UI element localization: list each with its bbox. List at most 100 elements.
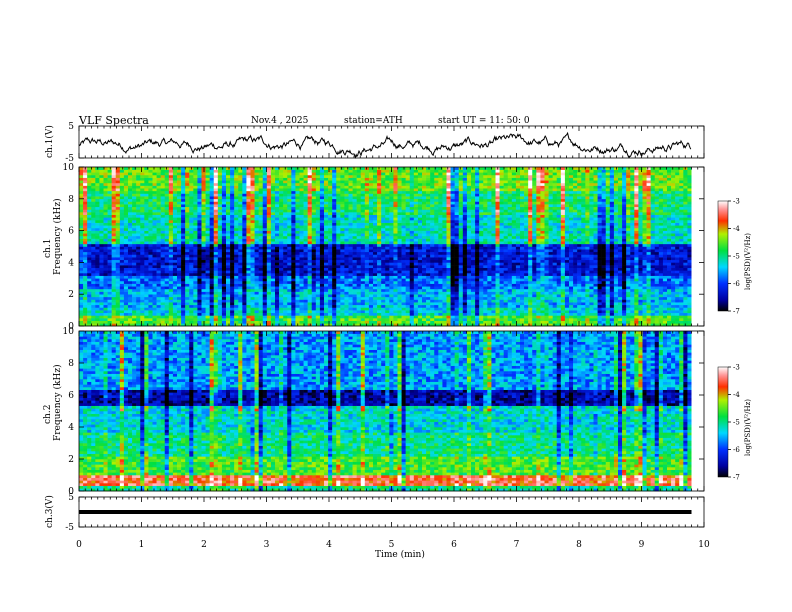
ch1-spectrogram-cell xyxy=(87,174,92,178)
ch1-spectrogram-cell xyxy=(144,214,149,218)
ch1-spectrogram-cell xyxy=(83,169,88,173)
ch1-spectrogram-cell xyxy=(111,238,117,242)
ch1-spectrogram-cell xyxy=(262,182,268,186)
ch1-spectrogram-cell xyxy=(299,182,304,186)
ch1-spectrogram-cell xyxy=(99,167,104,170)
ch1-spectrogram-cell xyxy=(254,249,259,253)
ch1-spectrogram-cell xyxy=(156,307,161,311)
ch1-spectrogram-cell xyxy=(115,262,121,266)
ch1-spectrogram-cell xyxy=(205,167,210,170)
ch1-spectrogram-cell xyxy=(348,307,353,311)
ch1-spectrogram-cell xyxy=(287,174,292,178)
ch1-spectrogram-cell xyxy=(168,167,174,170)
ch1-spectrogram-cell xyxy=(201,302,206,306)
ch1-spectrogram-cell xyxy=(311,227,317,231)
ch1-spectrogram-cell xyxy=(230,262,235,266)
ch1-spectrogram-cell xyxy=(368,318,374,321)
ch1-spectrogram-cell xyxy=(307,262,313,266)
ch1-spectrogram-cell xyxy=(348,201,353,205)
ch1-spectrogram-cell xyxy=(266,291,272,295)
ch1-spectrogram-cell xyxy=(111,265,117,268)
ch1-spectrogram-cell xyxy=(291,294,296,298)
ch1-spectrogram-cell xyxy=(332,302,337,306)
ch1-spectrogram-cell xyxy=(103,307,108,311)
ch1-spectrogram-cell xyxy=(226,233,231,237)
ch1-spectrogram-cell xyxy=(287,198,292,202)
ch1-spectrogram-cell xyxy=(156,214,161,218)
ch1-spectrogram-cell xyxy=(189,273,194,276)
ch1-spectrogram-cell xyxy=(185,217,190,221)
ch1-spectrogram-cell xyxy=(303,198,308,202)
ch1-spectrogram-cell xyxy=(168,323,174,327)
ch1-spectrogram-cell xyxy=(295,177,300,181)
ch1-spectrogram-cell xyxy=(103,217,108,221)
ch1-spectrogram-cell xyxy=(234,296,239,300)
ch1-spectrogram-cell xyxy=(128,167,133,170)
ch1-spectrogram-cell xyxy=(324,318,329,321)
ch1-spectrogram-cell xyxy=(185,193,190,197)
ch1-spectrogram-cell xyxy=(262,257,268,261)
ch1-spectrogram-cell xyxy=(291,217,296,221)
ch1-spectrogram-cell xyxy=(201,288,206,292)
ch1-spectrogram-cell xyxy=(328,185,333,189)
ch1-spectrogram-cell xyxy=(128,204,133,208)
ch1-spectrogram-cell xyxy=(242,249,247,253)
ch1-spectrogram-cell xyxy=(205,265,210,268)
ch1-spectrogram-cell xyxy=(364,323,370,327)
ch1-spectrogram-cell xyxy=(238,296,243,300)
ch1-spectrogram-cell xyxy=(328,262,333,266)
ch1-spectrogram-cell xyxy=(111,172,117,176)
ch1-spectrogram-cell xyxy=(140,198,145,202)
ch1-spectrogram-cell xyxy=(83,304,88,308)
ch1-spectrogram-cell xyxy=(160,230,166,234)
ch1-spectrogram-cell xyxy=(148,307,153,311)
ch1-spectrogram-cell xyxy=(217,225,223,229)
ch1-spectrogram-cell xyxy=(128,283,133,287)
ch1-spectrogram-cell xyxy=(275,273,280,276)
ch1-spectrogram-cell xyxy=(373,304,378,308)
ch1-spectrogram-cell xyxy=(152,196,157,200)
ch1-spectrogram-cell xyxy=(177,312,182,316)
ch1-spectrogram-cell xyxy=(234,246,239,250)
ch1-spectrogram-cell xyxy=(213,283,219,287)
ch1-spectrogram-cell xyxy=(107,249,112,253)
ch1-spectrogram-cell xyxy=(385,182,390,186)
ch1-spectrogram-cell xyxy=(217,169,223,173)
ch1-spectrogram-cell xyxy=(221,278,227,282)
ch1-spectrogram-cell xyxy=(401,280,406,284)
ch1-spectrogram-cell xyxy=(111,278,117,282)
ch1-spectrogram-cell xyxy=(156,320,161,324)
ch1-spectrogram-cell xyxy=(205,249,210,253)
ch1-spectrogram-cell xyxy=(197,304,202,308)
ch1-spectrogram-cell xyxy=(156,283,161,287)
ch1-spectrogram-cell xyxy=(103,259,108,263)
ch1-spectrogram-cell xyxy=(83,198,88,202)
ch1-spectrogram-cell xyxy=(336,280,341,284)
ch1-spectrogram-cell xyxy=(332,190,337,194)
ch1-spectrogram-cell xyxy=(393,302,398,306)
ch1-spectrogram-cell xyxy=(99,241,104,245)
ch1-spectrogram-cell xyxy=(287,243,292,247)
ch1-spectrogram-cell xyxy=(197,249,202,253)
ch1-spectrogram-cell xyxy=(283,246,288,250)
ch1-spectrogram-cell xyxy=(119,320,125,324)
ch1-spectrogram-cell xyxy=(250,193,255,197)
ch1-spectrogram-cell xyxy=(181,222,186,226)
ch1-spectrogram-cell xyxy=(213,190,219,194)
ch1-spectrogram-cell xyxy=(172,214,178,218)
ch1-spectrogram-cell xyxy=(315,204,321,208)
ch1-spectrogram-cell xyxy=(91,246,96,250)
ch1-spectrogram-cell xyxy=(164,280,170,284)
ch1-spectrogram-cell xyxy=(111,294,117,298)
ch1-spectrogram-cell xyxy=(332,262,337,266)
ch1-spectrogram-cell xyxy=(364,267,370,271)
ch1-spectrogram-cell xyxy=(385,312,390,316)
ch1-spectrogram-cell xyxy=(291,233,296,237)
ch1-spectrogram-cell xyxy=(193,238,198,242)
ch1-spectrogram-cell xyxy=(266,193,272,197)
ch1-spectrogram-cell xyxy=(311,254,317,258)
ch1-spectrogram-cell xyxy=(250,167,255,170)
ch1-spectrogram-cell xyxy=(103,190,108,194)
ch1-spectrogram-cell xyxy=(172,217,178,221)
ch1-spectrogram-cell xyxy=(103,209,108,213)
